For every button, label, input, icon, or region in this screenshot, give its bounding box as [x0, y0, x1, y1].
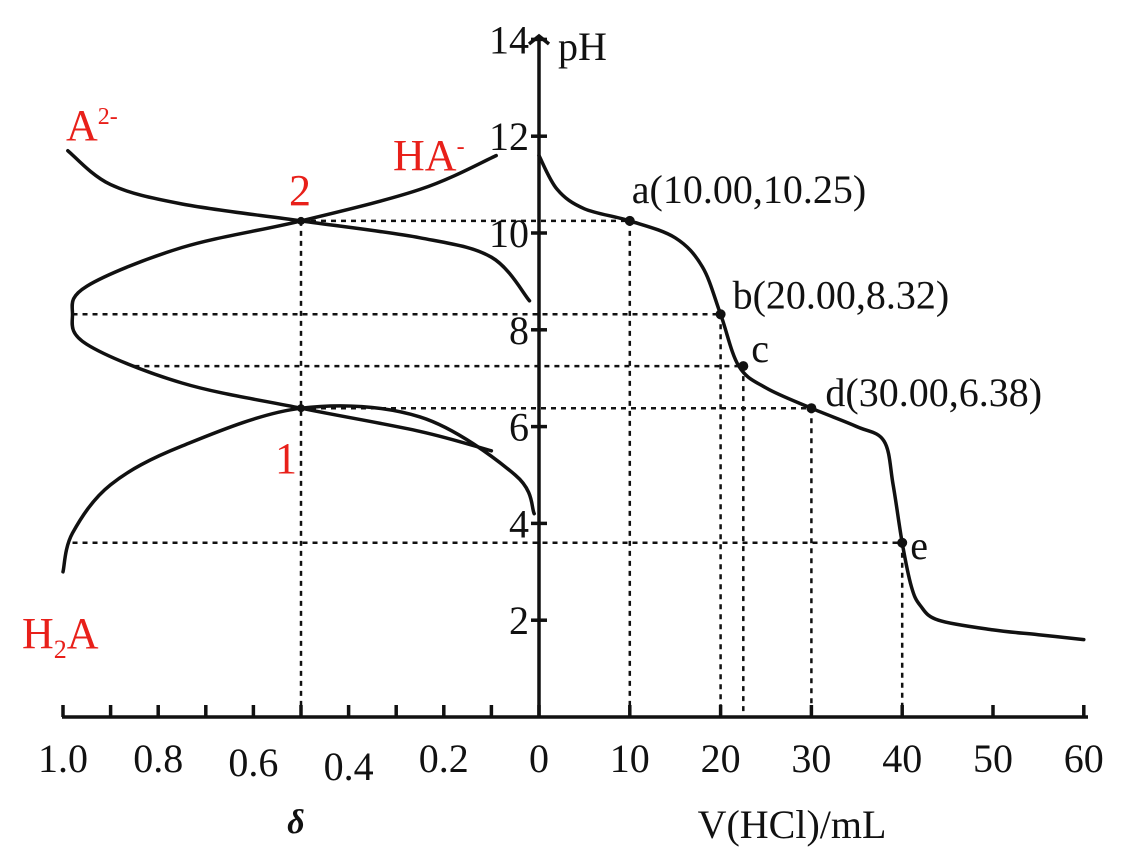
ha-minus-label: HA-	[393, 131, 465, 180]
h2a-label: H2A	[22, 609, 99, 664]
point-b	[715, 309, 726, 320]
y-tick-label-2: 2	[509, 598, 529, 643]
point-e	[897, 537, 908, 548]
y-tick-label-8: 8	[509, 308, 529, 353]
titration-x-ticks: 0 10 20 30 40 50 60	[529, 705, 1104, 781]
intersection-1-dot	[297, 404, 305, 413]
y-axis-arrow	[527, 33, 551, 46]
x-tick-label-60: 60	[1064, 736, 1104, 781]
intersection-1-label: 1	[275, 434, 297, 483]
y-tick-label-6: 6	[509, 405, 529, 450]
ha-minus-curve	[70, 153, 498, 453]
delta-tick-label-0.4: 0.4	[324, 744, 374, 789]
y-tick-label-12: 12	[489, 114, 529, 159]
x-tick-label-10: 10	[610, 736, 650, 781]
ph-y-ticks: 2 4 6 8 10 12 14	[489, 17, 547, 643]
intersection-2-dot	[297, 216, 305, 225]
point-label-d: d(30.00,6.38)	[825, 370, 1042, 415]
delta-tick-label-0.6: 0.6	[228, 740, 278, 785]
point-label-b: b(20.00,8.32)	[733, 272, 950, 317]
point-d	[806, 403, 817, 414]
x-axis-title: V(HCl)/mL	[698, 802, 887, 847]
delta-tick-label-1.0: 1.0	[38, 736, 88, 781]
h2a-curve	[61, 404, 536, 574]
delta-tick-label-0.2: 0.2	[419, 736, 469, 781]
point-label-e: e	[910, 523, 928, 568]
guide-lines	[72, 219, 904, 717]
y-tick-label-14: 14	[489, 17, 529, 62]
x-tick-label-30: 30	[791, 736, 831, 781]
x-tick-label-50: 50	[973, 736, 1013, 781]
point-a	[624, 215, 635, 226]
point-label-a: a(10.00,10.25)	[632, 167, 866, 212]
y-tick-label-10: 10	[489, 211, 529, 256]
titration-points: a(10.00,10.25) b(20.00,8.32) c d(30.00,6.38…	[297, 167, 1042, 568]
y-tick-label-4: 4	[509, 501, 529, 546]
point-c	[738, 361, 749, 372]
y-axis-title: pH	[558, 24, 607, 69]
point-label-c: c	[751, 326, 769, 371]
x-tick-label-0: 0	[529, 736, 549, 781]
x-tick-label-40: 40	[882, 736, 922, 781]
intersection-2-label: 2	[289, 166, 311, 215]
a2-minus-label: A2-	[66, 101, 118, 150]
x-tick-label-20: 20	[701, 736, 741, 781]
delta-axis-title: δ	[287, 804, 304, 841]
distribution-x-ticks: 1.0 0.8 0.6 0.4 0.2	[38, 705, 494, 789]
delta-tick-label-0.8: 0.8	[133, 736, 183, 781]
